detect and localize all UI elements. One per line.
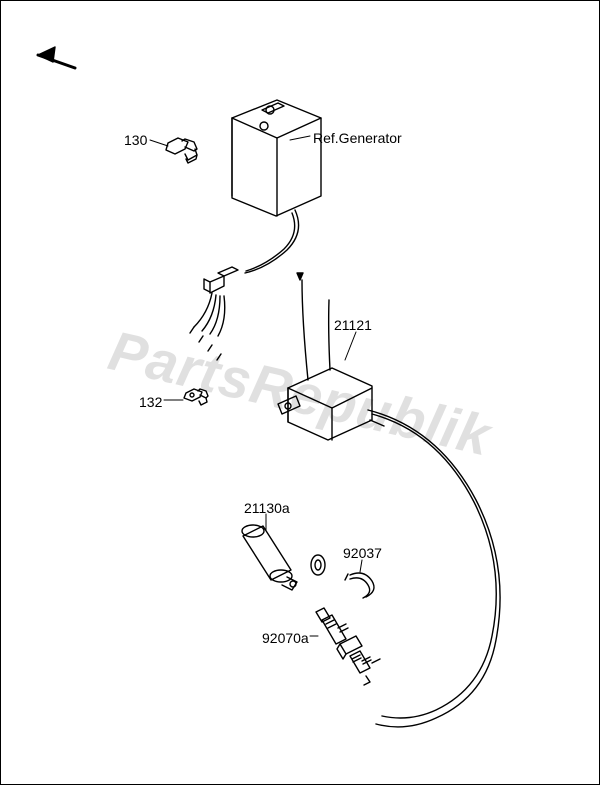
part-ref-generator [190,100,321,360]
part-coil-21121 [278,273,500,727]
leader-lines [150,136,362,636]
label-21130a: 21130a [244,500,290,516]
diagram-canvas: PartsRepublik [0,0,600,785]
lineart-layer [0,0,600,785]
label-132: 132 [139,394,162,410]
part-plug-cap-21130a [242,525,325,590]
label-92070a: 92070a [262,630,309,646]
part-bolt-130 [166,138,197,163]
part-bolt-132 [184,389,208,405]
label-21121: 21121 [334,317,372,333]
part-spark-plug-92070a [316,608,380,685]
label-ref-gen: Ref.Generator [313,130,402,146]
label-92037: 92037 [343,545,382,561]
label-130: 130 [124,132,147,148]
arrow-icon [38,47,75,68]
part-clamp-92037 [345,573,374,598]
